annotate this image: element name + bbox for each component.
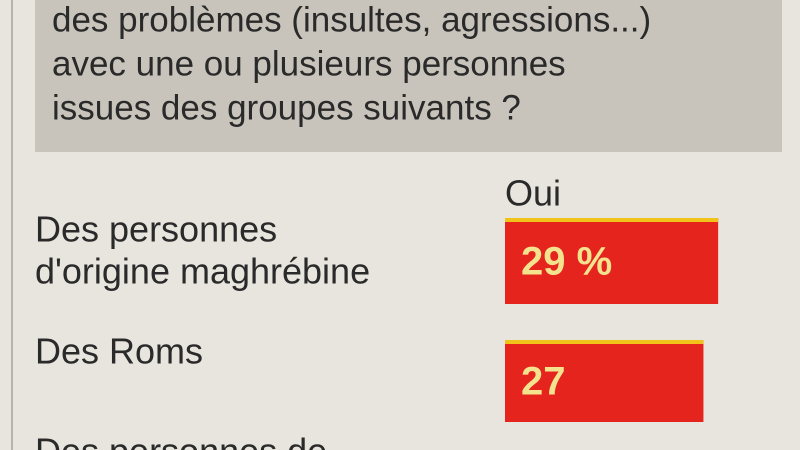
- value-label: 27: [521, 360, 566, 404]
- bar-edge: [505, 218, 719, 222]
- bar: [505, 218, 719, 304]
- bar: [505, 340, 704, 422]
- question-line: issues des groupes suivants ?: [52, 88, 521, 127]
- question-box: [35, 0, 782, 152]
- category-label: d'origine maghrébine: [35, 251, 370, 292]
- question-line: des problèmes (insultes, agressions...): [52, 0, 651, 39]
- value-label: 29 %: [521, 240, 612, 284]
- category-label: Des personnes: [35, 209, 277, 250]
- bar-edge: [505, 340, 704, 344]
- category-label: Des personnes de: [35, 431, 327, 450]
- question-line: avec une ou plusieurs personnes: [52, 44, 566, 83]
- column-label: Oui: [505, 173, 561, 214]
- category-label: Des Roms: [35, 331, 203, 372]
